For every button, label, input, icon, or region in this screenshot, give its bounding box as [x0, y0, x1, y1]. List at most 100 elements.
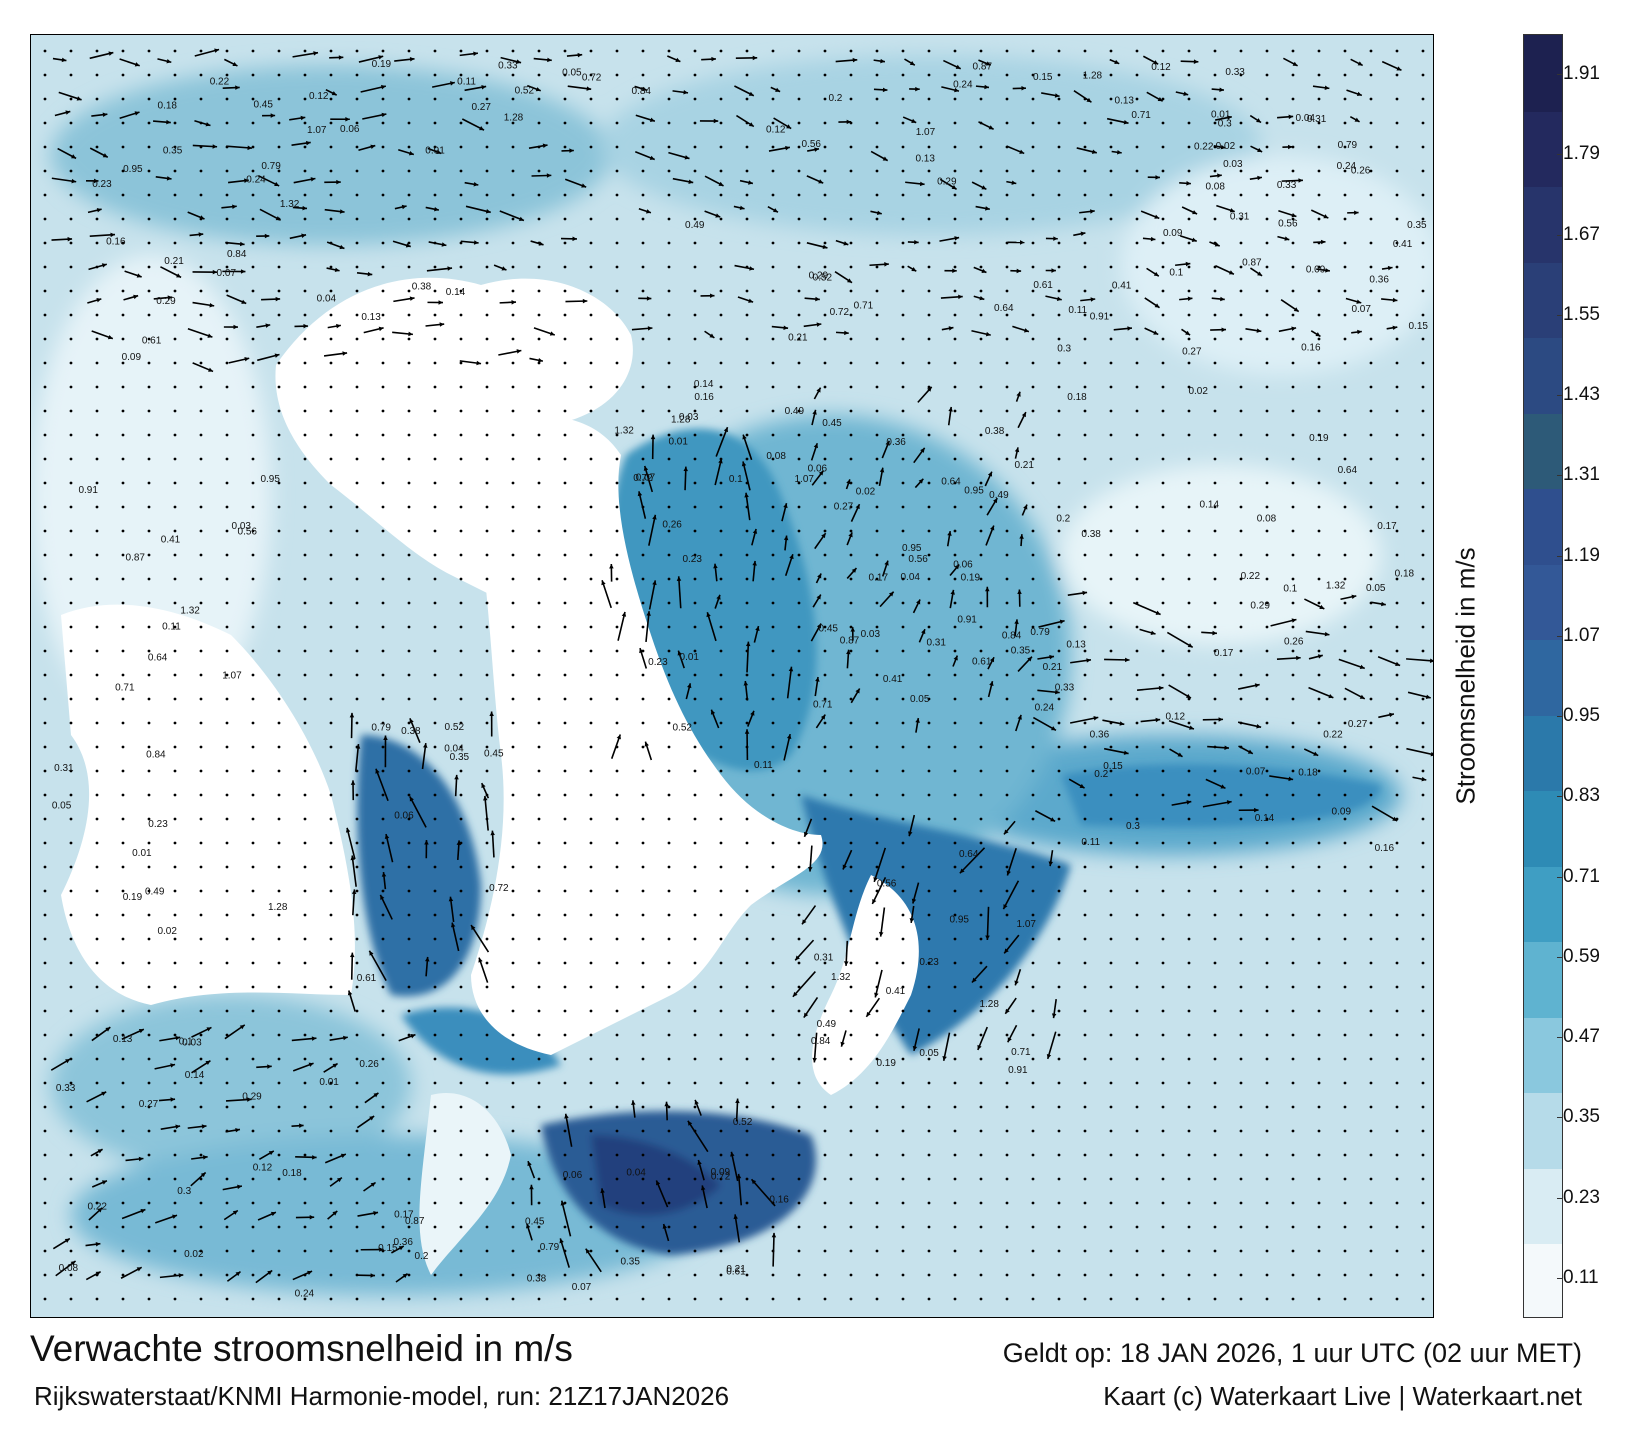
grid-dot	[589, 745, 593, 749]
current-arrow	[835, 57, 858, 63]
grid-dot	[329, 505, 333, 509]
grid-dot	[199, 1201, 203, 1205]
current-arrow	[1102, 719, 1125, 726]
grid-dot	[199, 601, 203, 605]
grid-dot	[1265, 1057, 1269, 1061]
grid-dot	[251, 481, 255, 485]
current-arrow	[91, 1180, 108, 1188]
current-arrow	[1006, 145, 1025, 155]
speed-label: 0.23	[682, 554, 702, 565]
speed-label: 0.79	[261, 161, 281, 172]
grid-dot	[1265, 553, 1269, 557]
speed-label: 0.13	[113, 1034, 133, 1045]
grid-dot	[173, 121, 177, 125]
grid-dot	[797, 865, 801, 869]
grid-dot	[121, 913, 125, 917]
grid-dot	[693, 313, 697, 317]
current-arrow	[987, 656, 995, 670]
grid-dot	[1083, 865, 1087, 869]
grid-dot	[745, 433, 749, 437]
grid-dot	[1213, 121, 1217, 125]
grid-dot	[615, 1201, 619, 1205]
grid-dot	[693, 193, 697, 197]
grid-dot	[407, 937, 411, 941]
grid-dot	[355, 1033, 359, 1037]
grid-dot	[823, 313, 827, 317]
grid-dot	[407, 1249, 411, 1253]
speed-label: 0.35	[1407, 220, 1427, 231]
speed-label: 0.45	[819, 624, 839, 635]
grid-dot	[303, 577, 307, 581]
grid-dot	[1005, 1129, 1009, 1133]
grid-dot	[797, 1201, 801, 1205]
grid-dot	[1005, 1273, 1009, 1277]
grid-dot	[1187, 817, 1191, 821]
grid-dot	[1161, 577, 1165, 581]
grid-dot	[407, 481, 411, 485]
grid-dot	[667, 241, 671, 245]
grid-dot	[823, 505, 827, 509]
grid-dot	[1317, 553, 1321, 557]
grid-dot	[1005, 529, 1009, 533]
grid-dot	[303, 601, 307, 605]
grid-dot	[199, 241, 203, 245]
grid-dot	[407, 961, 411, 965]
grid-dot	[199, 49, 203, 53]
grid-dot	[693, 769, 697, 773]
grid-dot	[173, 769, 177, 773]
grid-dot	[407, 529, 411, 533]
grid-dot	[511, 1033, 515, 1037]
speed-label: 1.28	[671, 415, 691, 426]
grid-dot	[459, 1297, 463, 1301]
grid-dot	[121, 385, 125, 389]
speed-label: 0.15	[1033, 72, 1053, 83]
grid-dot	[641, 721, 645, 725]
grid-dot	[1291, 1177, 1295, 1181]
grid-dot	[43, 1081, 47, 1085]
grid-dot	[927, 313, 931, 317]
grid-dot	[121, 625, 125, 629]
grid-dot	[1317, 73, 1321, 77]
speed-label: 0.31	[1230, 211, 1250, 222]
speed-label: 0.1	[729, 474, 743, 485]
grid-dot	[537, 193, 541, 197]
grid-dot	[95, 1225, 99, 1229]
grid-dot	[1395, 577, 1399, 581]
grid-dot	[1057, 1081, 1061, 1085]
grid-dot	[43, 217, 47, 221]
grid-dot	[147, 409, 151, 413]
grid-dot	[355, 1153, 359, 1157]
grid-dot	[225, 985, 229, 989]
grid-dot	[589, 337, 593, 341]
grid-dot	[511, 1129, 515, 1133]
grid-dot	[511, 529, 515, 533]
grid-dot	[641, 385, 645, 389]
grid-dot	[1395, 1105, 1399, 1109]
grid-dot	[225, 1201, 229, 1205]
grid-dot	[615, 1033, 619, 1037]
grid-dot	[927, 241, 931, 245]
grid-dot	[901, 361, 905, 365]
current-arrow	[794, 939, 815, 961]
speed-label: 0.24	[1337, 161, 1357, 172]
grid-dot	[1369, 385, 1373, 389]
grid-dot	[43, 1105, 47, 1109]
grid-dot	[667, 697, 671, 701]
grid-dot	[1057, 169, 1061, 173]
grid-dot	[953, 601, 957, 605]
grid-dot	[1239, 601, 1243, 605]
grid-dot	[953, 625, 957, 629]
speed-label: 1.07	[222, 671, 242, 682]
grid-dot	[121, 529, 125, 533]
grid-dot	[589, 1057, 593, 1061]
grid-dot	[823, 145, 827, 149]
speed-label: 0.14	[446, 287, 466, 298]
grid-dot	[1187, 1009, 1191, 1013]
grid-dot	[511, 1177, 515, 1181]
grid-dot	[485, 121, 489, 125]
grid-dot	[1187, 145, 1191, 149]
grid-dot	[303, 385, 307, 389]
grid-dot	[1135, 289, 1139, 293]
speed-label: 0.38	[1081, 529, 1101, 540]
current-speed-map[interactable]: 0.12 0.24 0.29 0.14 0.13 0.22 0.18 0.27 0.33 0.21…	[30, 34, 1434, 1318]
